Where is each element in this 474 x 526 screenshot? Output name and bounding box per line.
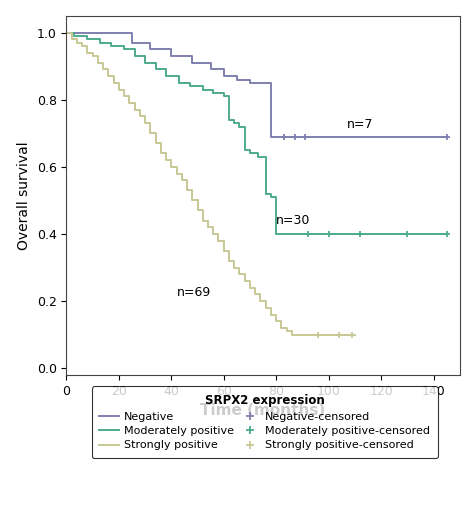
- Text: n=30: n=30: [276, 214, 310, 227]
- Text: n=69: n=69: [176, 286, 211, 299]
- Y-axis label: Overall survival: Overall survival: [17, 141, 31, 250]
- Text: n=7: n=7: [347, 118, 374, 132]
- X-axis label: Time (months): Time (months): [201, 403, 326, 418]
- Legend: Negative, Moderately positive, Strongly positive, Negative-censored, Moderately : Negative, Moderately positive, Strongly …: [91, 386, 438, 458]
